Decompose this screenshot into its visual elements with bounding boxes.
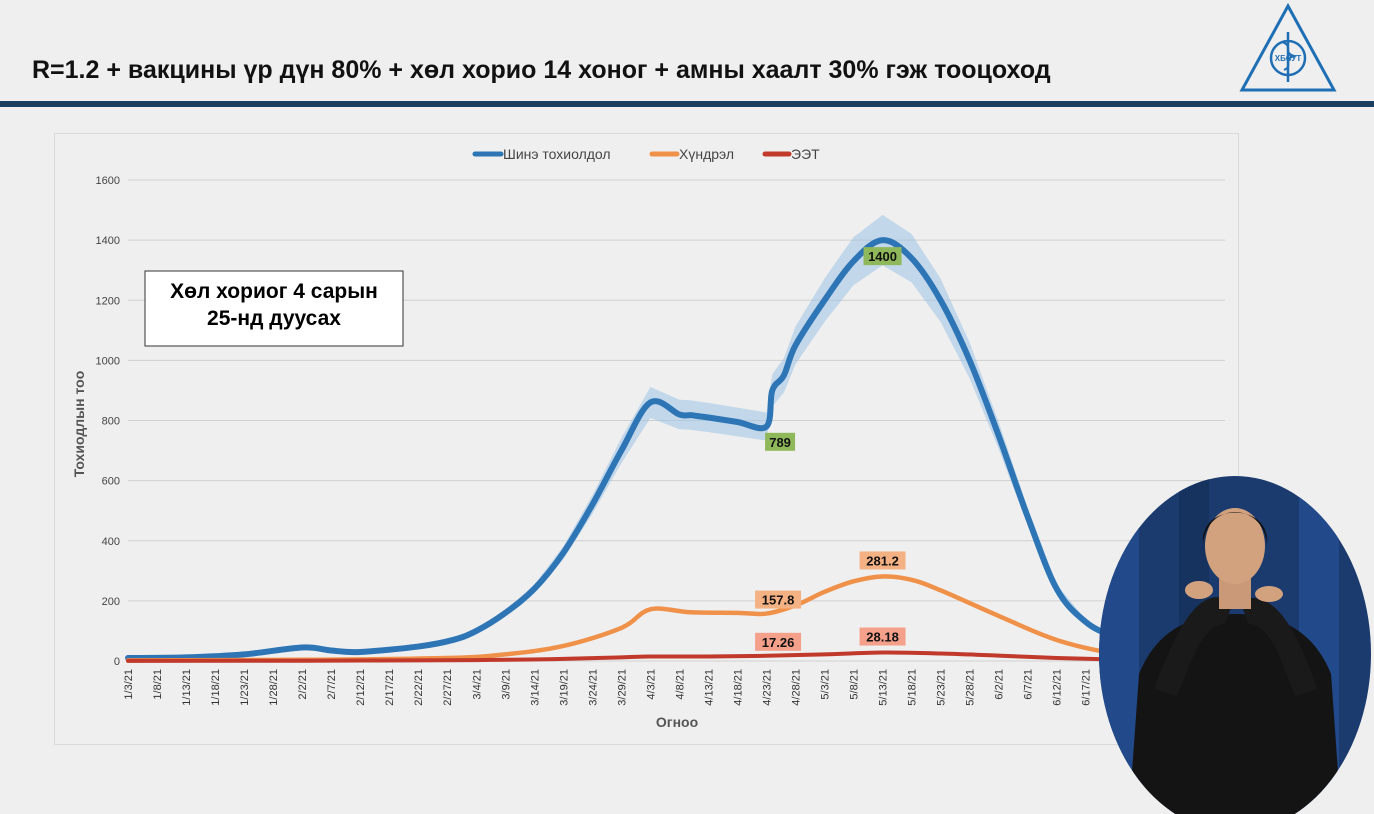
- complications-line: [125, 574, 1228, 663]
- x-tick-label: 4/3/21: [645, 669, 657, 700]
- x-tick-label: 3/24/21: [587, 669, 599, 706]
- x-tick-label: 2/2/21: [297, 669, 309, 700]
- x-tick-label: 6/2/21: [994, 669, 1006, 700]
- x-tick-label: 6/12/21: [1052, 669, 1064, 706]
- x-tick-label: 1/8/21: [152, 669, 164, 700]
- data-label-bg: [859, 551, 906, 570]
- logo-text: ХБСУТ: [1275, 54, 1302, 63]
- x-tick-label: 5/23/21: [936, 669, 948, 706]
- x-tick-label: 1/3/21: [123, 669, 135, 700]
- label-trough-new-cases: 789: [765, 432, 796, 451]
- x-tick-label: 6/7/21: [1023, 669, 1035, 700]
- data-label-bg: [755, 632, 802, 651]
- x-tick-label: 5/8/21: [849, 669, 861, 700]
- data-label-bg: [765, 432, 796, 451]
- legend-label-icu: ЭЭТ: [791, 146, 820, 162]
- x-tick-label: 5/3/21: [820, 669, 832, 700]
- line-chart: 0 200 400 600 800 1000 1200 1400 1600 1/3/21 1/8/…: [71, 146, 1228, 730]
- label-peak-new-cases: 1400: [863, 247, 902, 266]
- label-trough-complications: 157.8: [755, 590, 802, 609]
- x-tick-label: 6/17/21: [1081, 669, 1093, 706]
- institution-logo: ХБСУТ: [1239, 2, 1337, 92]
- y-tick-label: 0: [114, 656, 120, 668]
- x-tick-label: 1/18/21: [210, 669, 222, 706]
- data-label-bg: [859, 627, 906, 646]
- x-tick-label: 3/4/21: [471, 669, 483, 700]
- header-divider: [0, 101, 1374, 107]
- label-peak-icu: 28.18: [859, 627, 906, 646]
- y-tick-label: 1600: [96, 175, 120, 187]
- y-tick-label: 1400: [96, 235, 120, 247]
- data-label-bg: [755, 590, 802, 609]
- data-label-bg: [863, 247, 902, 266]
- data-label-text: 1400: [868, 249, 897, 264]
- y-tick-label: 1200: [96, 295, 120, 307]
- x-tick-label: 3/9/21: [500, 669, 512, 700]
- new-cases-line: [125, 237, 1228, 661]
- x-tick-label: 2/7/21: [326, 669, 338, 700]
- page-title: R=1.2 + вакцины үр дүн 80% + хөл хорио 1…: [32, 56, 1051, 84]
- y-axis-label: Тохиодлын тоо: [71, 371, 87, 478]
- x-tick-label: 1/23/21: [239, 669, 251, 706]
- x-axis-label: Огноо: [656, 714, 698, 730]
- x-tick-label: 2/17/21: [384, 669, 396, 706]
- y-tick-label: 200: [102, 596, 120, 608]
- sign-language-interpreter-video: [1099, 476, 1371, 814]
- y-tick-label: 1000: [96, 355, 120, 367]
- x-tick-label: 3/19/21: [558, 669, 570, 706]
- data-label-text: 789: [769, 435, 791, 450]
- x-tick-label: 4/13/21: [703, 669, 715, 706]
- x-tick-label: 1/13/21: [181, 669, 193, 706]
- label-peak-complications: 281.2: [859, 551, 906, 570]
- y-tick-label: 600: [102, 476, 120, 488]
- y-tick-label: 800: [102, 416, 120, 428]
- x-tick-label: 4/23/21: [761, 669, 773, 706]
- x-tick-label: 1/28/21: [268, 669, 280, 706]
- data-label-text: 28.18: [866, 630, 899, 645]
- data-label-text: 17.26: [762, 635, 795, 650]
- x-tick-label: 2/22/21: [413, 669, 425, 706]
- x-tick-label: 5/28/21: [965, 669, 977, 706]
- x-tick-label: 5/13/21: [878, 669, 890, 706]
- icu-line: [126, 650, 1227, 663]
- x-tick-label: 4/18/21: [732, 669, 744, 706]
- y-tick-label: 400: [102, 536, 120, 548]
- x-tick-label: 4/28/21: [790, 669, 802, 706]
- x-tick-label: 3/14/21: [529, 669, 541, 706]
- x-tick-label: 4/8/21: [674, 669, 686, 700]
- x-tick-label: 2/12/21: [355, 669, 367, 706]
- legend-label-new-cases: Шинэ тохиолдол: [503, 146, 611, 162]
- label-trough-icu: 17.26: [755, 632, 802, 651]
- data-label-text: 157.8: [762, 593, 795, 608]
- annotation-box: Хөл хориог 4 сарын 25-нд дуусах: [144, 270, 404, 347]
- x-tick-label: 2/27/21: [442, 669, 454, 706]
- chart-panel: 0 200 400 600 800 1000 1200 1400 1600 1/3/21 1/8/…: [54, 133, 1239, 745]
- x-tick-label: 3/29/21: [616, 669, 628, 706]
- legend-label-complications: Хүндрэл: [679, 146, 734, 162]
- annotation-line-2: 25-нд дуусах: [207, 307, 341, 330]
- annotation-line-1: Хөл хориог 4 сарын: [170, 280, 378, 303]
- x-tick-label: 5/18/21: [907, 669, 919, 706]
- data-label-text: 281.2: [866, 553, 899, 568]
